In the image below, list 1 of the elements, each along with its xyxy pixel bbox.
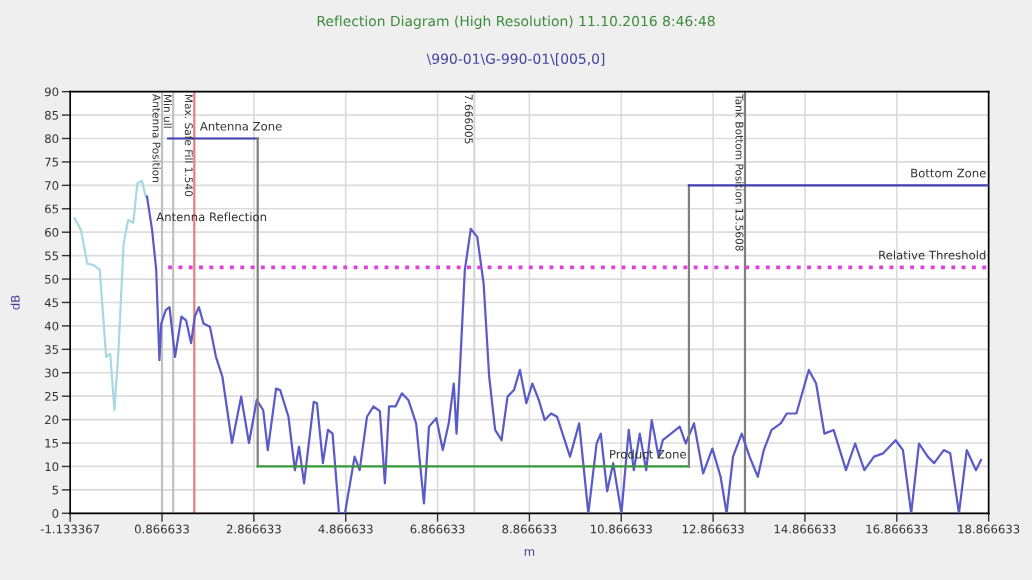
line-series xyxy=(73,179,149,412)
